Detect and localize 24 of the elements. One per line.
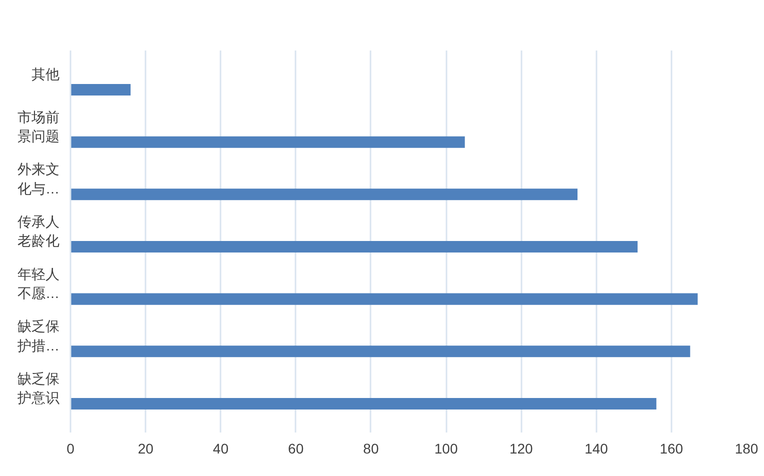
x-tick-label: 20 (138, 440, 154, 456)
x-tick-label: 0 (66, 440, 75, 456)
y-tick-label: 年轻人不愿… (18, 266, 60, 301)
bar (70, 136, 465, 148)
bar (70, 188, 578, 200)
x-tick-label: 180 (734, 440, 758, 456)
bar (70, 398, 656, 410)
y-tick-label: 外来文化与… (18, 161, 60, 196)
x-tick-label: 80 (363, 440, 379, 456)
bar (70, 240, 638, 252)
y-tick-label: 市场前景问题 (18, 108, 60, 144)
x-tick-label: 40 (212, 440, 229, 456)
bar (70, 293, 698, 305)
bar (70, 346, 690, 358)
x-tick-label: 100 (434, 440, 458, 456)
y-tick-label: 其他 (32, 66, 60, 82)
y-tick-label: 传承人老龄化 (18, 213, 60, 249)
x-tick-label: 140 (584, 440, 608, 456)
bar (70, 84, 131, 96)
y-tick-label: 缺乏保护意识 (16, 370, 60, 406)
x-tick-label: 120 (509, 440, 534, 456)
y-tick-label: 缺乏保护措… (16, 318, 60, 354)
x-tick-label: 160 (660, 440, 684, 456)
x-tick-label: 60 (288, 440, 304, 456)
